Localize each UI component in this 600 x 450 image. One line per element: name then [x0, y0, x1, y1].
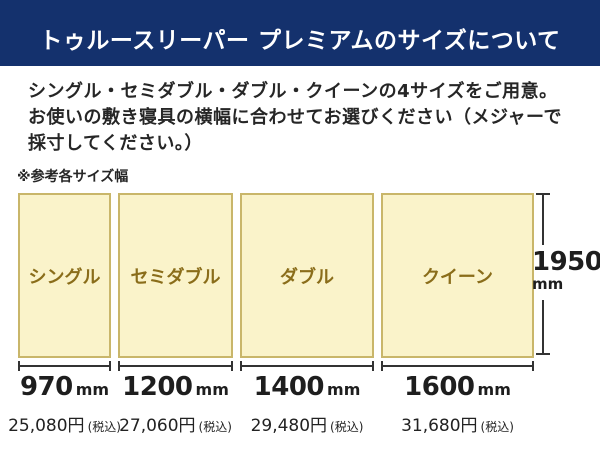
width-measure-line [381, 361, 534, 371]
width-measure-line [118, 361, 233, 371]
size-box-single: シングル [18, 193, 111, 358]
width-value: 970 mm [18, 372, 111, 402]
width-number: 970 [19, 372, 73, 402]
measure-line-top [542, 193, 544, 245]
price: 27,060円 (税込) [118, 411, 233, 436]
size-box-double: ダブル [240, 193, 374, 358]
price: 29,480円 (税込) [240, 411, 374, 436]
height-measure: 1950 mm [532, 193, 600, 355]
width-value: 1200 mm [118, 372, 233, 402]
price-amount: 27,060円 [119, 416, 196, 436]
size-name-label: ダブル [280, 266, 334, 288]
size-name-label: クイーン [421, 266, 494, 288]
price: 31,680円 (税込) [381, 411, 534, 436]
price: 25,080円 (税込) [8, 411, 121, 436]
header-banner: トゥルースリーパー プレミアムのサイズについて [0, 0, 600, 66]
measure-bar [242, 365, 372, 367]
width-unit: mm [327, 380, 361, 399]
price-tax-note: (税込) [87, 420, 121, 434]
measure-bar [20, 365, 109, 367]
size-box-queen: クイーン [381, 193, 534, 358]
price-amount: 25,080円 [8, 416, 85, 436]
intro-text: シングル・セミダブル・ダブル・クイーンの4サイズをご用意。 お使いの敷き寝具の横… [28, 81, 562, 154]
width-value: 1600 mm [381, 372, 534, 402]
measure-cap-bottom [536, 353, 550, 355]
price-tax-note: (税込) [198, 420, 232, 434]
size-diagram: シングル 970 mm 25,080円 (税込) セミダブル 1200 mm 27,0… [8, 193, 534, 436]
height-number: 1950 [532, 247, 600, 277]
width-unit: mm [75, 380, 110, 399]
size-column-semidouble: セミダブル 1200 mm 27,060円 (税込) [118, 193, 233, 436]
price-tax-note: (税込) [330, 420, 364, 434]
price-amount: 31,680円 [401, 416, 478, 436]
size-name-label: シングル [28, 266, 101, 288]
page-title: トゥルースリーパー プレミアムのサイズについて [39, 28, 561, 54]
width-number: 1200 [122, 372, 193, 402]
price-amount: 29,480円 [250, 416, 328, 436]
measure-bar [120, 365, 231, 367]
width-measure-line [240, 361, 374, 371]
price-tax-note: (税込) [480, 420, 514, 434]
width-value: 1400 mm [240, 372, 374, 402]
reference-size-label: ※参考各サイズ幅 [17, 169, 129, 185]
width-unit: mm [477, 380, 511, 399]
size-box-semidouble: セミダブル [118, 193, 233, 358]
size-column-queen: クイーン 1600 mm 31,680円 (税込) [381, 193, 534, 436]
width-measure-line [18, 361, 111, 371]
height-value: 1950 mm [532, 249, 600, 292]
size-column-single: シングル 970 mm 25,080円 (税込) [8, 193, 121, 436]
width-number: 1600 [404, 372, 475, 402]
size-column-double: ダブル 1400 mm 29,480円 (税込) [240, 193, 374, 436]
size-name-label: セミダブル [130, 266, 221, 288]
measure-line-bottom [542, 300, 544, 355]
measure-bar [383, 365, 532, 367]
width-number: 1400 [253, 372, 325, 402]
height-unit: mm [532, 274, 564, 293]
width-unit: mm [195, 380, 229, 399]
